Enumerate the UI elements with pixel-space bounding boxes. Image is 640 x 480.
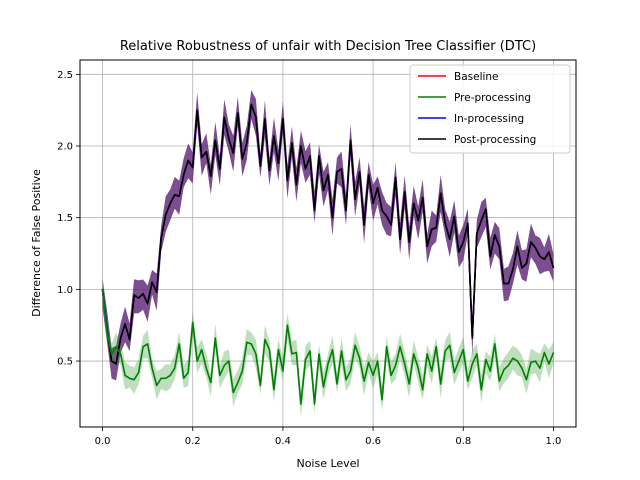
y-tick-label: 2.5 xyxy=(57,70,73,81)
x-tick-label: 1.0 xyxy=(546,436,562,447)
y-axis-title: Difference of False Positive xyxy=(30,169,43,317)
y-tick-label: 1.0 xyxy=(57,285,73,296)
plot-frame xyxy=(79,59,577,428)
x-tick-label: 0.8 xyxy=(455,436,471,447)
y-axis-ticks: 0.5 1.0 1.5 2.0 2.5 xyxy=(57,70,80,368)
x-axis-title: Noise Level xyxy=(296,457,359,470)
y-tick-label: 2.0 xyxy=(57,142,73,153)
post-processing-line xyxy=(101,103,555,365)
legend-label: Baseline xyxy=(454,71,499,83)
chart-title: Relative Robustness of unfair with Decis… xyxy=(120,39,536,54)
x-axis-ticks: 0.0 0.2 0.4 0.6 0.8 1.0 xyxy=(95,427,562,447)
x-tick-label: 0.0 xyxy=(95,436,111,447)
y-tick-label: 0.5 xyxy=(57,357,73,368)
x-tick-label: 0.4 xyxy=(275,436,291,447)
legend-label: Post-processing xyxy=(454,134,536,146)
series-lines xyxy=(101,103,555,405)
legend-box xyxy=(409,64,571,154)
post-processing-band xyxy=(102,90,554,381)
legend: Baseline Pre-processing In-processing Post-… xyxy=(409,64,571,154)
x-tick-label: 0.2 xyxy=(185,436,201,447)
pre-processing-line xyxy=(101,289,555,405)
legend-label: In-processing xyxy=(454,113,524,125)
legend-label: Pre-processing xyxy=(454,92,531,104)
x-tick-label: 0.6 xyxy=(365,436,381,447)
y-tick-label: 1.5 xyxy=(57,213,73,224)
